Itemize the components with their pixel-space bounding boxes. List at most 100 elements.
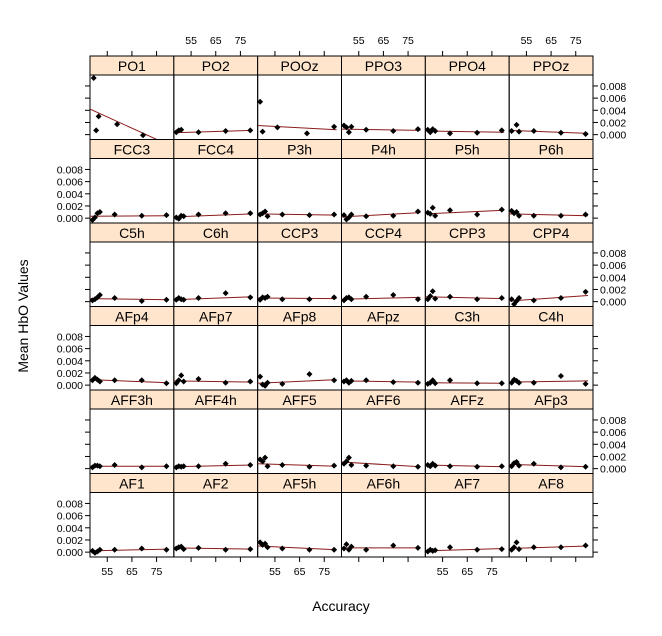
panel-frame <box>173 325 259 391</box>
y-tick-label: 0.002 <box>57 201 83 213</box>
strip-label: AFF4h <box>195 392 237 408</box>
x-tick-label: 65 <box>378 35 390 47</box>
data-point <box>222 210 229 217</box>
strip-label: AFp3 <box>534 392 568 408</box>
data-point <box>111 211 118 218</box>
strip-label: CPP4 <box>533 225 570 241</box>
data-point <box>348 123 355 130</box>
panel-fcc3: FCC3 <box>89 139 175 224</box>
panel-af5h: AF5h <box>257 473 342 558</box>
panel-ppo4: PPO4 <box>424 55 510 140</box>
data-point <box>111 461 118 468</box>
data-point <box>247 210 254 217</box>
panel-frame <box>89 408 175 474</box>
fit-line <box>257 297 337 300</box>
panel-affz: AFFz <box>424 389 510 474</box>
fit-line <box>509 380 589 383</box>
data-point <box>414 296 421 303</box>
panel-c4h: C4h <box>508 306 594 391</box>
data-point <box>257 373 264 380</box>
data-point <box>111 546 118 553</box>
y-tick-label: 0.006 <box>600 427 626 439</box>
data-point <box>180 378 187 385</box>
fit-line <box>341 212 421 218</box>
data-point <box>557 544 564 551</box>
fit-line <box>425 464 505 468</box>
panel-af2: AF2 <box>173 473 259 558</box>
data-point <box>516 294 523 301</box>
data-point <box>530 297 537 304</box>
data-point <box>498 127 505 134</box>
data-point <box>331 462 338 469</box>
data-point <box>474 463 481 470</box>
x-tick-label: 55 <box>269 566 281 578</box>
y-tick-label: 0.000 <box>600 464 626 476</box>
data-point <box>513 458 520 465</box>
y-tick-label: 0.000 <box>57 547 83 559</box>
data-point <box>180 546 187 553</box>
data-point <box>163 212 170 219</box>
panel-frame <box>89 158 175 224</box>
data-point <box>348 461 355 468</box>
data-point <box>390 379 397 386</box>
data-point <box>222 127 229 134</box>
panel-frame <box>89 74 175 140</box>
x-tick-label: 75 <box>402 35 414 47</box>
data-point <box>262 454 269 461</box>
data-point <box>306 212 313 219</box>
fit-line <box>425 130 505 133</box>
x-tick-label: 65 <box>210 35 222 47</box>
data-point <box>138 298 145 305</box>
data-point <box>96 209 103 216</box>
data-point <box>222 290 229 297</box>
strip-label: FCC4 <box>197 142 234 158</box>
data-point <box>163 463 170 470</box>
strip-label: PO1 <box>118 58 146 74</box>
fit-line <box>257 213 337 216</box>
data-point <box>498 206 505 213</box>
data-point <box>306 296 313 303</box>
strip-label: AFF3h <box>111 392 153 408</box>
data-point <box>390 542 397 549</box>
data-point <box>530 212 537 219</box>
fit-line <box>90 298 169 301</box>
panel-frame <box>508 325 594 391</box>
data-point <box>427 293 434 300</box>
axes-layer: 55 65 75 55 65 75 55 65 75 55 65 75 55 65 75 55 65 75 0.00… <box>57 35 627 578</box>
data-point <box>343 458 350 465</box>
data-point <box>432 462 439 469</box>
data-point <box>557 464 564 471</box>
strip-label: C3h <box>454 309 480 325</box>
fit-line <box>425 209 505 215</box>
data-point <box>446 293 453 300</box>
data-point <box>195 376 202 383</box>
data-point <box>516 546 523 553</box>
data-point <box>111 377 118 384</box>
data-point <box>264 544 271 551</box>
data-point <box>96 463 103 470</box>
panel-af1: AF1 <box>89 473 175 558</box>
strip-label: AF7 <box>454 476 480 492</box>
panel-c6h: C6h <box>173 222 259 307</box>
panel-p4h: P4h <box>340 139 426 224</box>
data-point <box>446 544 453 551</box>
x-tick-label: 55 <box>437 566 449 578</box>
fit-line <box>509 295 589 302</box>
x-tick-label: 55 <box>521 35 533 47</box>
data-point <box>363 546 370 553</box>
data-point <box>247 378 254 385</box>
strip-label: AF5h <box>283 476 316 492</box>
panel-frame <box>424 74 510 140</box>
fit-line <box>173 380 253 383</box>
data-point <box>363 213 370 220</box>
data-point <box>530 460 537 467</box>
panel-po1: PO1 <box>89 55 175 140</box>
fit-line <box>509 213 589 217</box>
data-point <box>264 379 271 386</box>
strip-label: AF1 <box>119 476 145 492</box>
strip-label: AFFz <box>451 392 484 408</box>
panel-afp7: AFp7 <box>173 306 259 391</box>
y-tick-label: 0.002 <box>600 451 626 463</box>
data-point <box>178 126 185 133</box>
